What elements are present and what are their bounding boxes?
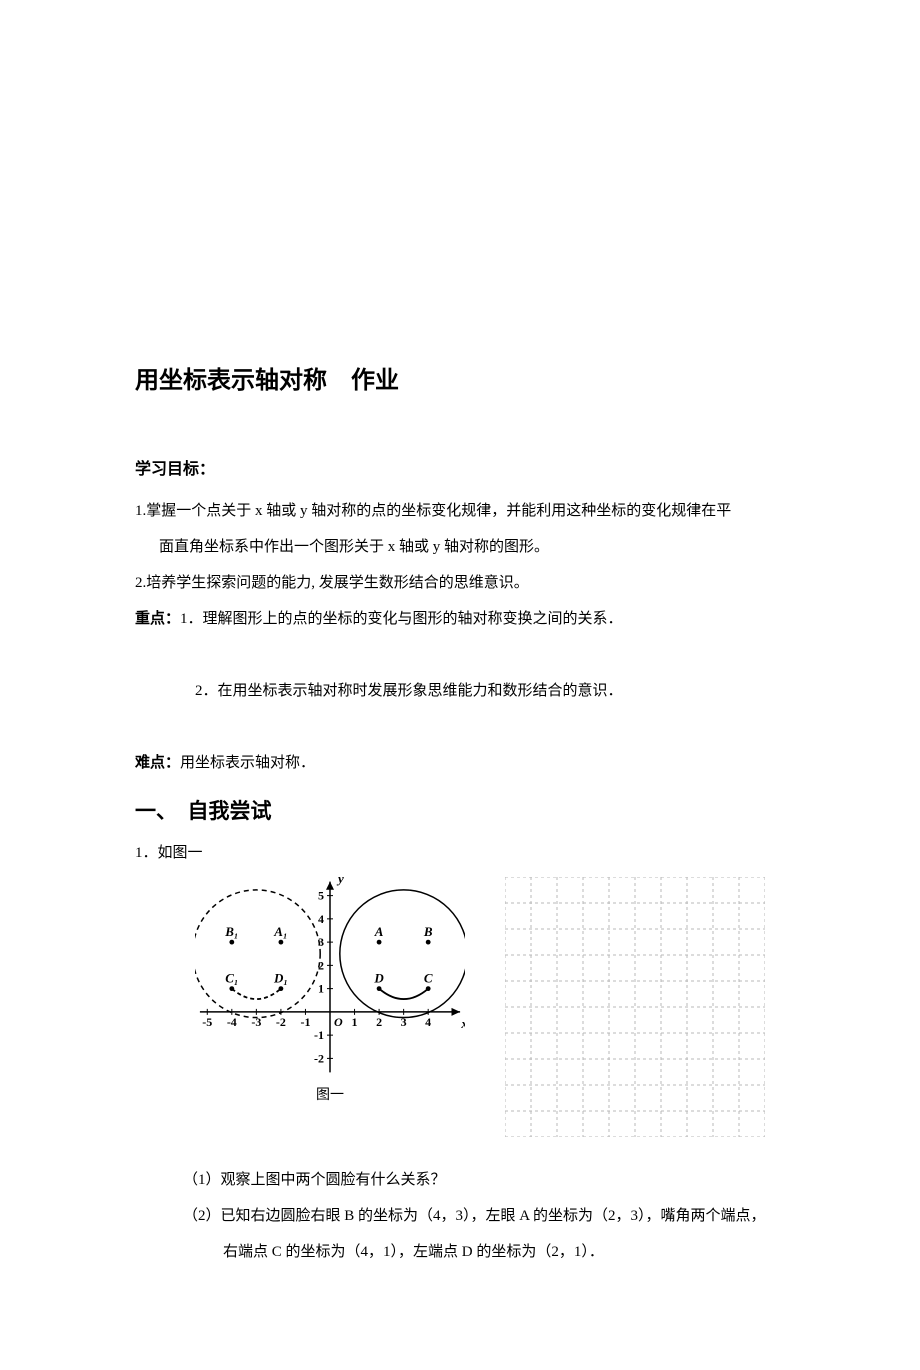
question-1-2b: 右端点 C 的坐标为（4，1），左端点 D 的坐标为（2，1）．	[135, 1234, 790, 1270]
svg-text:-4: -4	[227, 1015, 237, 1029]
document-title: 用坐标表示轴对称 作业	[135, 360, 790, 395]
difficulty-line: 难点：用坐标表示轴对称．	[135, 745, 790, 781]
svg-text:O: O	[334, 1015, 343, 1029]
goal-1-line2: 面直角坐标系中作出一个图形关于 x 轴或 y 轴对称的图形。	[135, 529, 790, 565]
svg-text:D: D	[373, 971, 384, 986]
svg-text:C₁: C₁	[225, 971, 238, 986]
section-1-heading: 一、 自我尝试	[135, 795, 790, 825]
svg-text:1: 1	[352, 1015, 358, 1029]
svg-text:D₁: D₁	[273, 971, 288, 986]
svg-text:4: 4	[425, 1015, 431, 1029]
svg-text:4: 4	[318, 912, 324, 926]
question-1-2a: （2）已知右边圆脸右眼 B 的坐标为（4，3），左眼 A 的坐标为（2，3），嘴…	[135, 1198, 790, 1234]
svg-text:A: A	[374, 924, 384, 939]
svg-text:C: C	[424, 971, 433, 986]
svg-text:B: B	[423, 924, 433, 939]
svg-text:y: y	[336, 877, 344, 886]
svg-text:-5: -5	[202, 1015, 212, 1029]
svg-text:B₁: B₁	[224, 924, 238, 939]
svg-text:-2: -2	[276, 1015, 286, 1029]
svg-text:-1: -1	[314, 1028, 324, 1042]
keypoint-2: 2．在用坐标表示轴对称时发展形象思维能力和数形结合的意识．	[135, 673, 790, 709]
svg-text:-1: -1	[300, 1015, 310, 1029]
spacer	[135, 637, 790, 673]
difficulty-text: 用坐标表示轴对称．	[180, 755, 315, 771]
blank-grid-container	[505, 877, 765, 1142]
keypoint-line1: 重点：1．理解图形上的点的坐标的变化与图形的轴对称变换之间的关系．	[135, 601, 790, 637]
blank-grid-figure	[505, 877, 765, 1137]
coordinate-plane-figure: -5-4-3-2-11234-2-112345xyOABDCA₁B₁D₁C₁	[195, 877, 465, 1077]
figure-1-container: -5-4-3-2-11234-2-112345xyOABDCA₁B₁D₁C₁ 图…	[195, 877, 465, 1104]
keypoint-label: 重点：	[135, 610, 180, 627]
svg-text:2: 2	[376, 1015, 382, 1029]
svg-text:1: 1	[318, 982, 324, 996]
question-1: 1．如图一	[135, 835, 790, 871]
svg-text:-2: -2	[314, 1051, 324, 1065]
svg-text:5: 5	[318, 889, 324, 903]
keypoint-1: 1．理解图形上的点的坐标的变化与图形的轴对称变换之间的关系．	[180, 611, 623, 627]
svg-text:A₁: A₁	[273, 924, 287, 939]
document-page: 用坐标表示轴对称 作业 学习目标： 1.掌握一个点关于 x 轴或 y 轴对称的点…	[0, 0, 920, 1370]
difficulty-label: 难点：	[135, 754, 180, 771]
spacer	[135, 709, 790, 745]
svg-text:x: x	[460, 1016, 465, 1031]
goal-2: 2.培养学生探索问题的能力, 发展学生数形结合的思维意识。	[135, 565, 790, 601]
question-1-1: （1）观察上图中两个圆脸有什么关系？	[135, 1162, 790, 1198]
figure-row: -5-4-3-2-11234-2-112345xyOABDCA₁B₁D₁C₁ 图…	[135, 877, 790, 1142]
goal-1-line1: 1.掌握一个点关于 x 轴或 y 轴对称的点的坐标变化规律，并能利用这种坐标的变…	[135, 493, 790, 529]
goals-label: 学习目标：	[135, 455, 790, 479]
figure-1-caption: 图一	[195, 1084, 465, 1104]
